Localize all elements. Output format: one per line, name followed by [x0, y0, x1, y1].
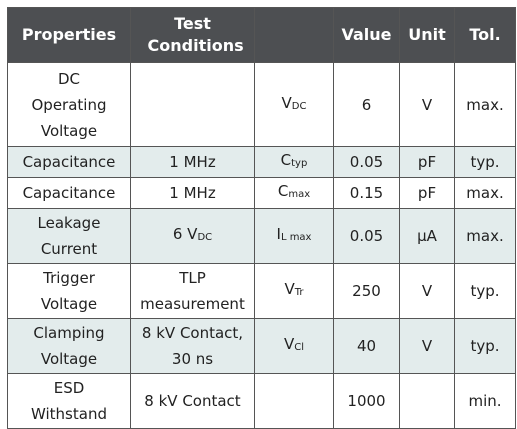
condition-cell: 6 VDC [130, 208, 255, 264]
header-tolerance: Tol. [454, 7, 516, 63]
tolerance-cell: typ. [454, 318, 516, 374]
tolerance-cell: typ. [454, 146, 516, 178]
header-symbol [254, 7, 334, 63]
value-cell: 40 [333, 318, 400, 374]
property-cell: Capacitance [7, 177, 131, 209]
tolerance-cell: max. [454, 177, 516, 209]
table-row: Capacitance 1 MHz Ctyp 0.05 pF typ. [7, 146, 516, 178]
value-cell: 6 [333, 62, 400, 147]
unit-cell: pF [399, 146, 455, 178]
symbol-cell: Cmax [254, 177, 334, 209]
property-cell: DC Operating Voltage [7, 62, 131, 147]
specs-table-container: Properties Test Conditions Value Unit To… [7, 7, 516, 429]
header-value: Value [333, 7, 400, 63]
property-cell: Clamping Voltage [7, 318, 131, 374]
header-row: Properties Test Conditions Value Unit To… [7, 7, 516, 63]
table-row: Trigger Voltage TLP measurement VTr 250 … [7, 263, 516, 319]
value-cell: 0.05 [333, 146, 400, 178]
tolerance-cell: max. [454, 208, 516, 264]
symbol-cell: IL max [254, 208, 334, 264]
condition-cell [130, 62, 255, 147]
table-row: Leakage Current 6 VDC IL max 0.05 µA max… [7, 208, 516, 264]
value-cell: 1000 [333, 373, 400, 429]
unit-cell: V [399, 318, 455, 374]
unit-cell: pF [399, 177, 455, 209]
property-cell: Trigger Voltage [7, 263, 131, 319]
unit-cell [399, 373, 455, 429]
header-test-conditions: Test Conditions [130, 7, 255, 63]
tolerance-cell: max. [454, 62, 516, 147]
unit-cell: µA [399, 208, 455, 264]
condition-cell: 1 MHz [130, 146, 255, 178]
condition-cell: 1 MHz [130, 177, 255, 209]
condition-cell: 8 kV Contact [130, 373, 255, 429]
symbol-cell: VTr [254, 263, 334, 319]
unit-cell: V [399, 62, 455, 147]
header-unit: Unit [399, 7, 455, 63]
tolerance-cell: typ. [454, 263, 516, 319]
specs-table: Properties Test Conditions Value Unit To… [7, 7, 516, 429]
property-cell: Leakage Current [7, 208, 131, 264]
condition-cell: TLP measurement [130, 263, 255, 319]
table-row: DC Operating Voltage VDC 6 V max. [7, 62, 516, 147]
symbol-cell [254, 373, 334, 429]
symbol-cell: VDC [254, 62, 334, 147]
symbol-cell: VCl [254, 318, 334, 374]
value-cell: 0.15 [333, 177, 400, 209]
value-cell: 250 [333, 263, 400, 319]
unit-cell: V [399, 263, 455, 319]
tolerance-cell: min. [454, 373, 516, 429]
symbol-cell: Ctyp [254, 146, 334, 178]
header-properties: Properties [7, 7, 131, 63]
property-cell: Capacitance [7, 146, 131, 178]
table-row: Clamping Voltage 8 kV Contact, 30 ns VCl… [7, 318, 516, 374]
value-cell: 0.05 [333, 208, 400, 264]
condition-cell: 8 kV Contact, 30 ns [130, 318, 255, 374]
property-cell: ESD Withstand [7, 373, 131, 429]
table-row: Capacitance 1 MHz Cmax 0.15 pF max. [7, 177, 516, 209]
table-row: ESD Withstand 8 kV Contact 1000 min. [7, 373, 516, 429]
